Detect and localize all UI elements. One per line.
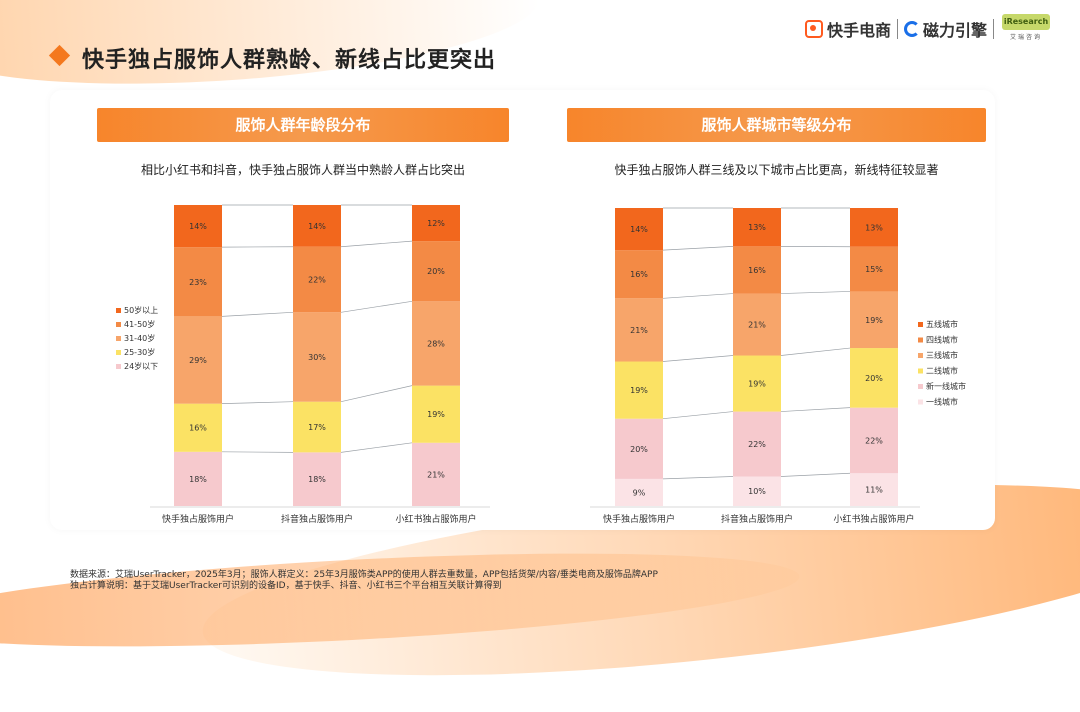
data-label: 14% (630, 225, 648, 234)
connector-line (663, 476, 733, 478)
data-label: 22% (865, 436, 883, 445)
legend-swatch (918, 384, 923, 389)
data-label: 10% (748, 487, 766, 496)
footnote-method: 独占计算说明：基于艾瑞UserTracker可识别的设备ID，基于快手、抖音、小… (70, 578, 502, 591)
category-label: 快手独占服饰用户 (603, 513, 675, 525)
data-label: 13% (748, 223, 766, 232)
legend-swatch (918, 338, 923, 343)
legend-swatch (918, 353, 923, 358)
data-label: 20% (865, 374, 883, 383)
data-label: 20% (630, 445, 648, 454)
data-label: 19% (630, 386, 648, 395)
legend-swatch (918, 369, 923, 374)
data-label: 21% (630, 326, 648, 335)
data-label: 16% (630, 270, 648, 279)
connector-line (663, 412, 733, 419)
data-label: 19% (748, 380, 766, 389)
legend-label: 五线城市 (926, 319, 958, 329)
data-label: 9% (633, 488, 646, 497)
legend-label: 三线城市 (926, 350, 958, 360)
connector-line (663, 294, 733, 299)
data-label: 19% (865, 316, 883, 325)
data-label: 16% (748, 266, 766, 275)
legend-label: 四线城市 (926, 335, 958, 345)
category-label: 抖音独占服饰用户 (721, 513, 793, 525)
connector-line (781, 408, 850, 412)
legend-label: 二线城市 (926, 366, 958, 376)
legend-swatch (918, 322, 923, 327)
connector-line (663, 246, 733, 250)
connector-line (781, 291, 850, 293)
data-label: 15% (865, 265, 883, 274)
connector-line (781, 473, 850, 476)
city-tier-chart: 9% 20% 19% 21% 16% 14% 10% 22% 19% 21% 16% 13% 11% 22… (0, 0, 1080, 607)
legend-label: 新一线城市 (926, 381, 966, 391)
data-label: 13% (865, 223, 883, 232)
legend-swatch (918, 400, 923, 405)
data-label: 22% (748, 440, 766, 449)
data-label: 21% (748, 321, 766, 330)
connector-line (781, 348, 850, 355)
data-label: 11% (865, 486, 883, 495)
connector-line (663, 356, 733, 362)
legend-label: 一线城市 (926, 397, 958, 407)
category-label: 小红书独占服饰用户 (833, 513, 914, 525)
